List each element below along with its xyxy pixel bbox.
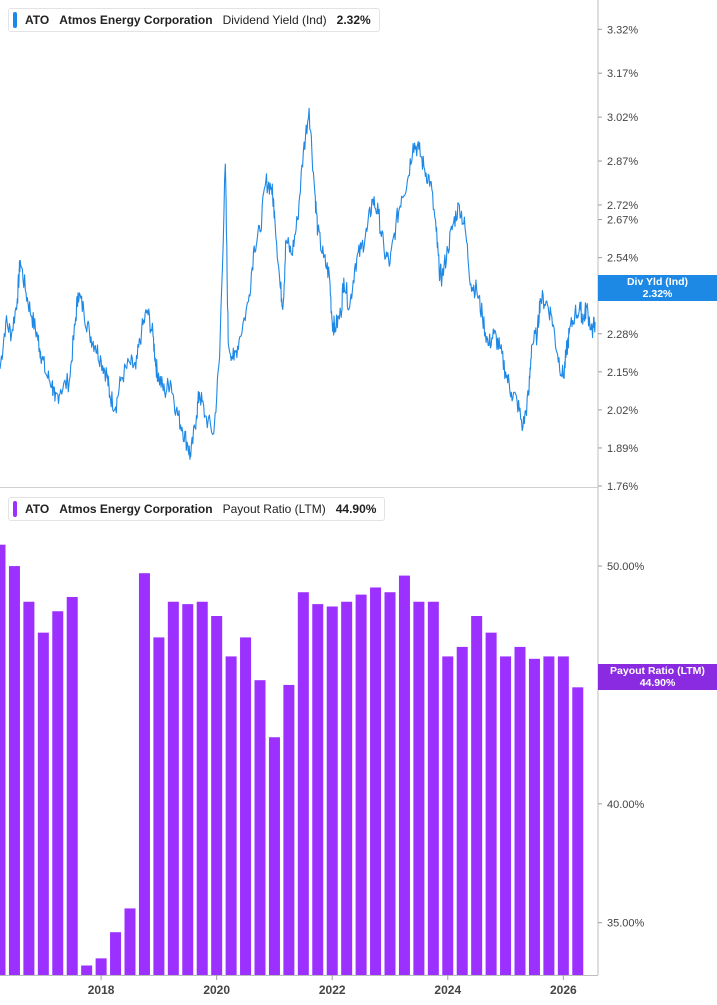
x-tick-label: 2018 <box>88 983 115 997</box>
y-tick-label: 3.02% <box>607 112 638 124</box>
badge-label: Payout Ratio (LTM) <box>610 665 705 677</box>
ticker-label: ATO <box>25 13 50 27</box>
company-name: Atmos Energy Corporation <box>59 502 213 516</box>
dividend-yield-line <box>0 107 596 460</box>
y-tick-label: 50.00% <box>607 561 645 573</box>
payout-ratio-bar <box>514 646 526 975</box>
x-tick-label: 2026 <box>550 983 577 997</box>
y-tick-label: 35.00% <box>607 918 645 930</box>
payout-ratio-bar <box>312 604 324 975</box>
payout-ratio-bar <box>500 656 512 975</box>
payout-ratio-bar <box>52 611 64 975</box>
chart-axes <box>0 0 599 976</box>
payout-ratio-bar <box>384 592 396 975</box>
y-tick-label: 1.76% <box>607 481 638 493</box>
y-tick-label: 2.15% <box>607 367 638 379</box>
payout-ratio-bar <box>8 566 20 975</box>
payout-ratio-bar <box>283 684 295 975</box>
payout-ratio-bar <box>456 646 468 975</box>
y-tick-label: 2.54% <box>607 253 638 265</box>
y-tick-label: 40.00% <box>607 799 645 811</box>
y-tick-label: 1.89% <box>607 443 638 455</box>
payout-ratio-bar <box>557 656 569 975</box>
dividend-yield-legend[interactable]: ATO Atmos Energy Corporation Dividend Yi… <box>8 8 380 32</box>
y-tick-label: 2.28% <box>607 329 638 341</box>
x-tick-label: 2022 <box>319 983 346 997</box>
y-tick-label: 2.72% <box>607 200 638 212</box>
payout-ratio-bar <box>124 908 136 975</box>
payout-ratio-bar <box>0 544 6 975</box>
payout-ratio-bar <box>240 637 252 975</box>
payout-ratio-bar <box>355 594 367 975</box>
ticker-label: ATO <box>25 502 50 516</box>
x-tick-label: 2020 <box>203 983 230 997</box>
payout-ratio-bar <box>182 604 194 975</box>
metric-name: Dividend Yield (Ind) <box>222 13 327 27</box>
metric-value: 2.32% <box>336 13 371 27</box>
payout-ratio-bar <box>138 573 150 975</box>
badge-value: 44.90% <box>639 677 676 689</box>
company-name: Atmos Energy Corporation <box>59 13 213 27</box>
payout-ratio-bar <box>370 587 382 975</box>
payout-ratio-bar <box>225 656 237 975</box>
payout-ratio-bar <box>543 656 555 975</box>
bottom-panel-y-axis: 50.00% 40.00% 35.00% <box>598 561 645 930</box>
payout-ratio-bar <box>413 601 425 975</box>
y-tick-label: 3.17% <box>607 68 638 80</box>
metric-name: Payout Ratio (LTM) <box>222 502 326 516</box>
badge-value: 2.32% <box>642 288 673 300</box>
payout-ratio-legend[interactable]: ATO Atmos Energy Corporation Payout Rati… <box>8 497 386 521</box>
payout-ratio-bar <box>297 592 309 975</box>
payout-ratio-bar <box>268 737 280 975</box>
y-tick-label: 3.32% <box>607 24 638 36</box>
payout-ratio-bar <box>153 637 165 975</box>
payout-ratio-bar <box>37 632 49 975</box>
payout-ratio-bar <box>442 656 454 975</box>
payout-ratio-bar <box>95 958 107 975</box>
payout-ratio-bar <box>471 616 483 975</box>
payout-ratio-last-value-badge: Payout Ratio (LTM) 44.90% <box>598 664 717 690</box>
dividend-yield-last-value-badge: Div Yld (Ind) 2.32% <box>598 275 717 301</box>
series-color-marker <box>13 12 17 28</box>
payout-ratio-bar <box>326 606 338 975</box>
x-axis: 2018 2020 2022 2024 2026 <box>88 975 577 997</box>
payout-ratio-bar <box>66 596 78 975</box>
payout-ratio-bar <box>211 616 223 975</box>
metric-value: 44.90% <box>335 502 377 516</box>
payout-ratio-bar <box>572 687 584 975</box>
payout-ratio-bar <box>485 632 497 975</box>
series-color-marker <box>13 501 17 517</box>
payout-ratio-bar <box>167 601 179 975</box>
payout-ratio-bar <box>254 680 266 975</box>
payout-ratio-bar <box>341 601 353 975</box>
badge-label: Div Yld (Ind) <box>626 276 689 288</box>
payout-ratio-plot <box>0 544 584 975</box>
y-tick-label: 2.02% <box>607 405 638 417</box>
payout-ratio-bar <box>398 575 410 975</box>
x-tick-label: 2024 <box>434 983 461 997</box>
y-tick-label: 2.67% <box>607 215 638 227</box>
payout-ratio-bar <box>427 601 439 975</box>
top-panel-y-axis: 3.32%3.17%3.02%2.87%2.72%2.67%2.54%2.41%… <box>598 24 638 493</box>
payout-ratio-bar <box>23 601 35 975</box>
payout-ratio-bar <box>81 965 93 975</box>
dividend-yield-plot <box>0 107 596 460</box>
payout-ratio-bar <box>110 932 122 975</box>
payout-ratio-bar <box>528 658 540 975</box>
payout-ratio-bar <box>196 601 208 975</box>
y-tick-label: 2.87% <box>607 156 638 168</box>
